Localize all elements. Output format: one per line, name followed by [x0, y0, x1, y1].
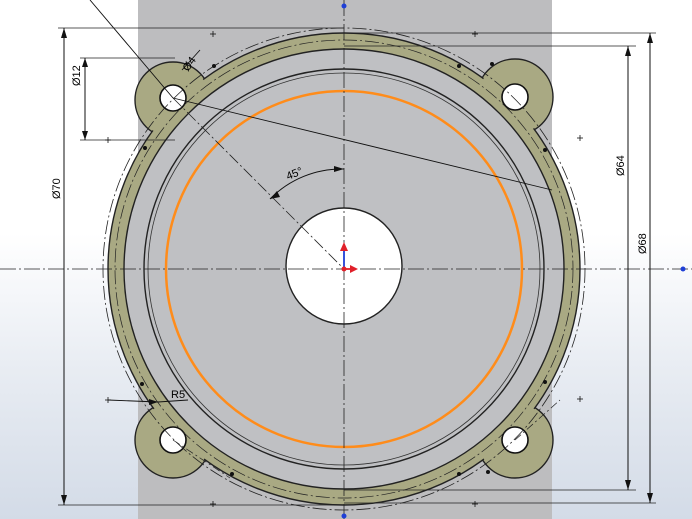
point-right[interactable] — [680, 266, 686, 272]
origin-icon[interactable] — [340, 242, 358, 273]
dimension-outer-diameter[interactable]: Ø70 — [51, 28, 67, 505]
bolt-hole-top-right[interactable] — [501, 83, 529, 111]
dimension-hole-diameter[interactable]: Ø12 — [71, 58, 88, 140]
leader-line-top — [89, 0, 174, 99]
lug-centerline-bl — [172, 439, 231, 479]
point-top[interactable] — [341, 3, 347, 9]
leader-small-hole — [181, 49, 201, 71]
dim-label-flange-diameter[interactable]: Ø64 — [615, 155, 627, 176]
dim-label-outer-diameter[interactable]: Ø70 — [51, 178, 63, 199]
dim-label-angle[interactable]: 45° — [285, 165, 305, 182]
dim-label-fillet-radius[interactable]: R5 — [171, 389, 185, 401]
diagonal-centerline — [172, 97, 345, 270]
extension-lines — [58, 27, 656, 506]
sketch-point-markers — [105, 31, 583, 507]
dimension-bolt-circle[interactable]: Ø68 — [637, 33, 653, 503]
dim-label-hole-diameter[interactable]: Ø12 — [71, 65, 83, 86]
dim-label-bolt-circle[interactable]: Ø68 — [637, 233, 649, 254]
dimension-flange-diameter[interactable]: Ø64 — [615, 46, 631, 490]
point-bottom[interactable] — [341, 513, 347, 519]
dimension-angle[interactable]: 45° — [269, 165, 345, 200]
sketch-endpoints — [140, 62, 547, 476]
lug-centerline-br — [514, 399, 561, 441]
dimension-fillet-radius[interactable]: R5 — [107, 389, 189, 405]
leader-line-ring — [172, 97, 553, 191]
